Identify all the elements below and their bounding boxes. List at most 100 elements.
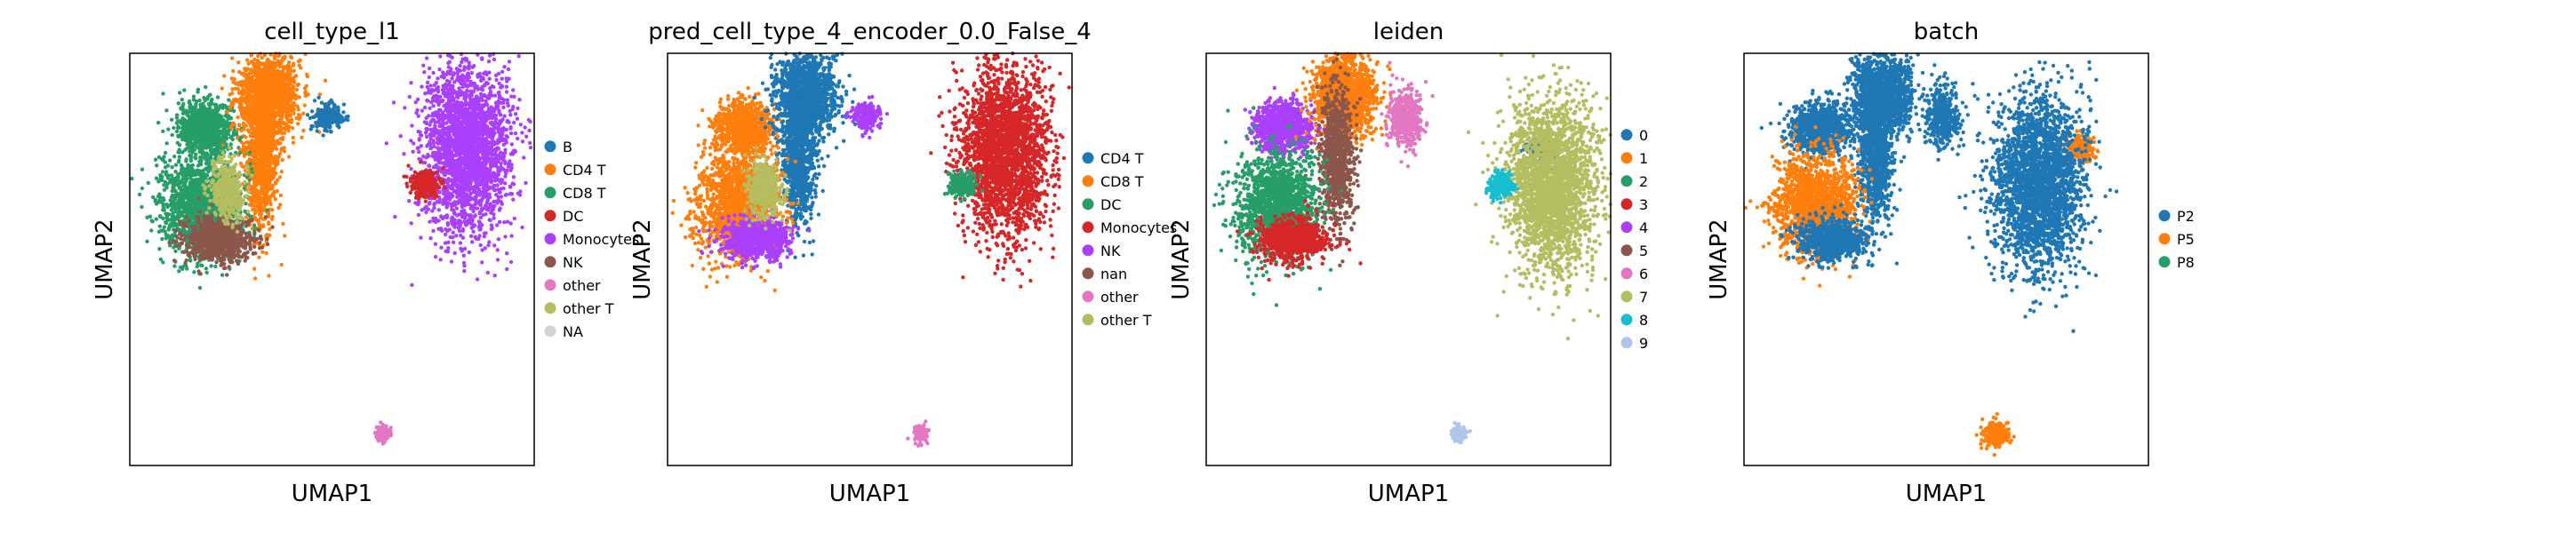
scatter-point [197, 196, 201, 200]
scatter-point [194, 178, 197, 181]
scatter-point [158, 195, 162, 199]
scatter-point [269, 154, 273, 157]
scatter-point [200, 174, 204, 178]
scatter-point [266, 58, 269, 61]
scatter-point [178, 143, 181, 147]
scatter-point [249, 134, 252, 138]
scatter-point [254, 119, 258, 123]
scatter-point [158, 225, 162, 228]
scatter-point [193, 258, 196, 261]
scatter-point [263, 87, 267, 91]
scatter-point [158, 177, 162, 180]
scatter-point [207, 102, 211, 106]
scatter-point [232, 98, 236, 101]
scatter-point [252, 184, 256, 187]
scatter-point [215, 115, 219, 118]
scatter-point [273, 93, 276, 97]
scatter-point [280, 97, 284, 100]
scatter-point [260, 142, 263, 146]
scatter-point [275, 97, 278, 100]
scatter-point [296, 105, 300, 108]
scatter-point [260, 168, 264, 171]
scatter-point [202, 105, 205, 108]
scatter-point [192, 270, 196, 274]
scatter-point [276, 131, 280, 134]
scatter-point [267, 99, 270, 102]
scatter-point [263, 131, 267, 134]
scatter-point [277, 90, 281, 93]
scatter-point [220, 86, 224, 90]
scatter-point [174, 206, 178, 210]
scatter-point [166, 234, 170, 237]
scatter-point [189, 123, 193, 127]
scatter-point [177, 201, 180, 204]
scatter-point [239, 103, 243, 107]
scatter-point [203, 115, 206, 118]
scatter-point [197, 204, 201, 208]
scatter-point [252, 152, 256, 155]
scatter-point [177, 269, 180, 273]
scatter-point [271, 215, 275, 219]
scatter-point [270, 133, 274, 137]
scatter-point [231, 80, 235, 84]
scatter-point [239, 162, 243, 165]
scatter-point [272, 194, 276, 197]
scatter-point [204, 146, 208, 149]
scatter-point [157, 230, 161, 234]
scatter-point [286, 99, 290, 102]
scatter-point [164, 180, 167, 184]
scatter-point [263, 125, 267, 129]
scatter-point [158, 173, 162, 177]
scatter-point [178, 91, 181, 94]
scatter-point [230, 56, 234, 60]
scatter-point [147, 181, 150, 185]
scatter-point [305, 73, 308, 76]
scatter-point [196, 186, 200, 189]
scatter-point [248, 96, 252, 99]
scatter-point [170, 165, 173, 169]
scatter-point [282, 78, 285, 82]
scatter-point [288, 108, 292, 112]
scatter-point [160, 237, 164, 241]
scatter-point [268, 165, 272, 169]
scatter-point [294, 116, 298, 120]
scatter-point [270, 128, 274, 131]
scatter-point [191, 109, 195, 113]
scatter-point [283, 234, 286, 237]
scatter-point [197, 99, 201, 102]
scatter-point [196, 145, 199, 148]
scatter-point [266, 189, 269, 193]
scatter-point [259, 153, 262, 156]
scatter-point [156, 200, 160, 203]
scatter-point [248, 179, 252, 182]
scatter-point [172, 259, 176, 262]
scatter-point [273, 115, 276, 119]
scatter-point [271, 184, 275, 187]
scatter-point [263, 140, 267, 144]
scatter-point [208, 118, 212, 122]
scatter-point [257, 222, 260, 226]
scatter-point [271, 72, 275, 76]
scatter-point [304, 90, 308, 93]
scatter-point [210, 102, 213, 106]
scatter-point [240, 72, 244, 76]
scatter-point [164, 165, 167, 169]
scatter-point [279, 194, 283, 197]
scatter-point [162, 155, 165, 158]
scatter-point [283, 149, 286, 153]
scatter-point [185, 203, 188, 207]
scatter-point [244, 68, 248, 72]
scatter-point [210, 98, 213, 101]
scatter-point [264, 184, 268, 187]
scatter-point [268, 148, 272, 152]
scatter-point [203, 110, 206, 114]
scatter-point [175, 115, 179, 119]
scatter-point [245, 58, 249, 61]
scatter-point [155, 177, 158, 180]
scatter-point [177, 101, 180, 105]
scatter-point [252, 107, 255, 111]
scatter-point [182, 88, 186, 91]
scatter-point [207, 127, 211, 131]
scatter-point [265, 251, 268, 255]
